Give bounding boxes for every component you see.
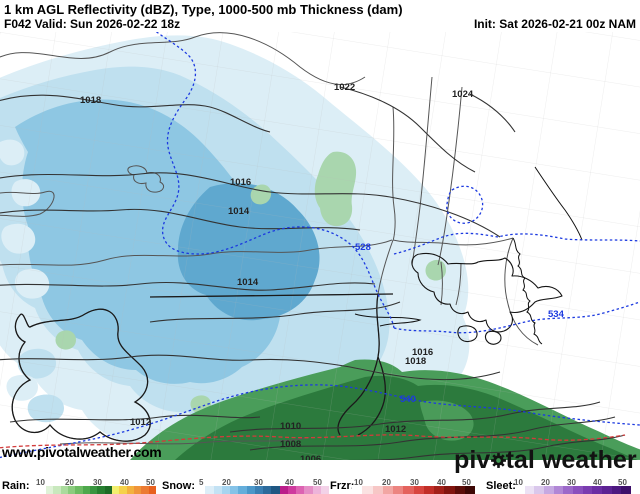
svg-text:528: 528 [355,242,371,253]
svg-text:1016: 1016 [230,177,251,188]
svg-text:534: 534 [548,309,565,320]
svg-text:1016: 1016 [412,347,433,358]
svg-text:1018: 1018 [80,95,101,106]
svg-text:1014: 1014 [228,206,250,217]
svg-text:1014: 1014 [237,277,259,288]
svg-text:540: 540 [400,394,416,405]
svg-text:1010: 1010 [280,421,301,432]
svg-text:1024: 1024 [452,89,474,100]
svg-text:1012: 1012 [385,424,406,435]
svg-text:1022: 1022 [334,82,355,93]
svg-text:1012: 1012 [130,417,151,428]
